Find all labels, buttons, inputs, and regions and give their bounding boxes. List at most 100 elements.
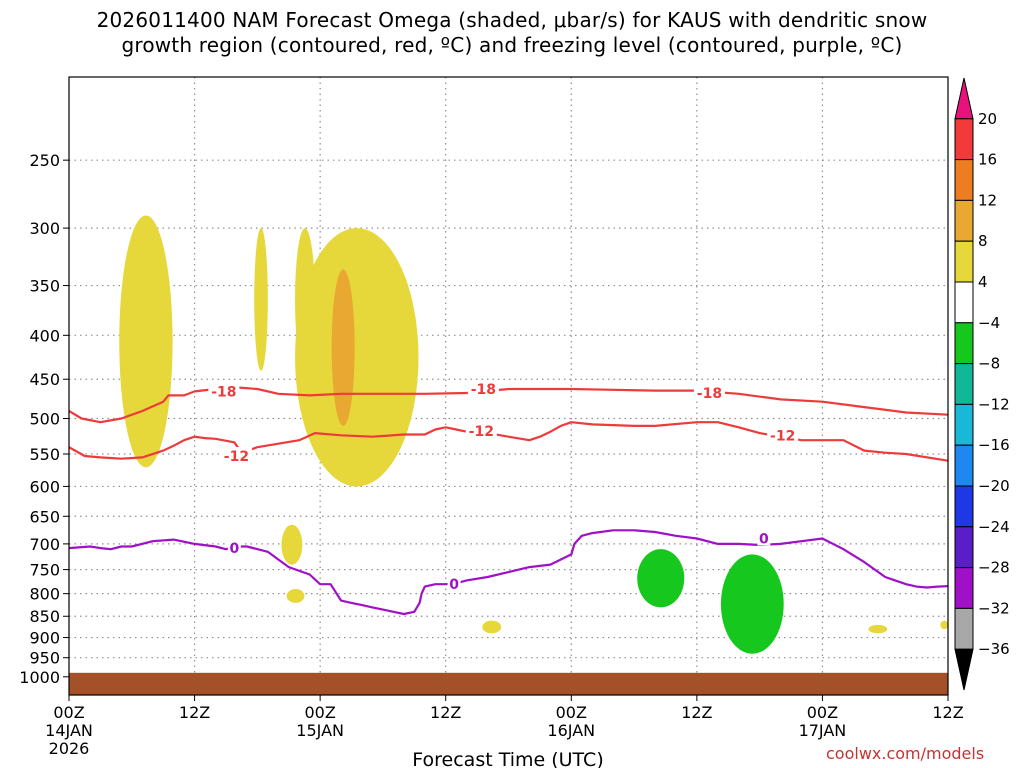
y-tick-label-950: 950 — [29, 649, 60, 668]
plot-frame — [68, 76, 949, 696]
omega-region-0 — [119, 215, 173, 468]
contour-label-bg-8 — [757, 529, 771, 546]
y-tick-label-450: 450 — [29, 370, 60, 389]
colorbar-seg-2 — [954, 159, 974, 201]
contour-label-bg-0 — [208, 382, 240, 399]
omega-region-11 — [720, 554, 784, 654]
chart-title-line2: growth region (contoured, red, ºC) and f… — [121, 33, 903, 57]
colorbar-label-5: −4 — [978, 314, 1000, 332]
x-tick-label-3: 12Z — [430, 703, 461, 722]
omega-region-4 — [331, 269, 355, 426]
colorbar-seg-1 — [954, 118, 974, 161]
contour-label-bg-3 — [220, 447, 252, 464]
colorbar-label-10: −24 — [978, 518, 1010, 536]
colorbar-label-11: −28 — [978, 559, 1010, 577]
contour-label-7: 0 — [449, 577, 459, 593]
colorbar-seg-5 — [954, 281, 974, 324]
omega-region-10 — [637, 549, 685, 608]
contour-label-0: -18 — [211, 384, 236, 400]
colorbar-label-2: 12 — [978, 191, 997, 209]
colorbar-seg-3 — [954, 199, 974, 242]
x-axis-label: Forecast Time (UTC) — [412, 749, 603, 768]
colorbar-label-4: 4 — [978, 273, 988, 291]
y-tick-label-600: 600 — [29, 477, 60, 496]
contour-label-bg-2 — [693, 384, 725, 401]
omega-region-1 — [254, 228, 268, 371]
contour-label-5: -12 — [770, 428, 795, 444]
y-tick-label-650: 650 — [29, 507, 60, 526]
colorbar-seg-7 — [954, 363, 974, 405]
contour-label-2: -18 — [697, 386, 722, 402]
omega-region-6 — [286, 588, 305, 603]
contour-1 — [69, 421, 948, 462]
contour-0 — [69, 386, 948, 424]
x-tick-date-6: 17JAN — [799, 721, 847, 740]
omega-region-5 — [281, 524, 303, 565]
contour-label-3: -12 — [224, 449, 249, 465]
colorbar-seg-9 — [954, 444, 974, 487]
contour-label-bg-4 — [465, 421, 497, 438]
colorbar-label-9: −20 — [978, 477, 1010, 495]
colorbar-seg-11 — [954, 526, 974, 569]
x-tick-date-4: 16JAN — [547, 721, 595, 740]
source-credit: coolwx.com/models — [826, 744, 985, 763]
colorbar-seg-6 — [954, 322, 974, 365]
colorbar-seg-13 — [954, 607, 974, 650]
x-tick-date-2: 15JAN — [296, 721, 344, 740]
contour-label-bg-7 — [447, 575, 461, 592]
omega-region-3 — [295, 228, 419, 487]
colorbar-label-0: 20 — [978, 110, 997, 128]
y-tick-label-900: 900 — [29, 629, 60, 648]
y-tick-label-850: 850 — [29, 607, 60, 626]
contour-label-1: -18 — [471, 382, 496, 398]
y-tick-label-400: 400 — [29, 326, 60, 345]
contour-2 — [69, 529, 948, 616]
y-tick-label-500: 500 — [29, 409, 60, 428]
contour-label-4: -12 — [469, 424, 494, 440]
colorbar-label-12: −32 — [978, 599, 1010, 617]
contour-labels: -18 -18 -18 -12 -12 -12 0 0 0 — [208, 380, 799, 593]
x-tick-label-5: 12Z — [681, 703, 712, 722]
x-tick-label-2: 00Z — [304, 703, 335, 722]
y-tick-label-800: 800 — [29, 585, 60, 604]
y-tick-label-1000: 1000 — [19, 668, 60, 687]
colorbar-label-7: −12 — [978, 395, 1010, 413]
y-tick-label-700: 700 — [29, 535, 60, 554]
omega-region-8 — [868, 624, 888, 634]
x-tick-label-0: 00Z — [53, 703, 84, 722]
y-axis: 250 300 350 400 450 500 550 600 650 700 750 800 850 9… — [19, 151, 69, 687]
y-tick-label-300: 300 — [29, 219, 60, 238]
colorbar-label-6: −8 — [978, 355, 1000, 373]
contour-label-6: 0 — [229, 541, 239, 557]
plot-background — [69, 77, 948, 695]
colorbar-label-13: −36 — [978, 640, 1010, 658]
colorbar-seg-12 — [954, 567, 974, 609]
x-tick-label-6: 00Z — [807, 703, 838, 722]
contour-label-bg-1 — [467, 380, 499, 397]
colorbar-seg-10 — [954, 485, 974, 528]
colorbar-arrow-bottom — [954, 648, 974, 691]
surface-layer — [69, 672, 948, 695]
x-tick-year-0: 2026 — [49, 739, 90, 758]
colorbar: 20 16 12 8 4 −4 −8 −12 −16 −20 −24 −28 −32 −36 — [954, 77, 1010, 691]
omega-region-9 — [940, 620, 948, 630]
colorbar-arrow-top — [954, 77, 974, 120]
contour-label-8: 0 — [759, 532, 769, 548]
y-tick-label-350: 350 — [29, 277, 60, 296]
x-tick-label-4: 00Z — [556, 703, 587, 722]
colorbar-seg-4 — [954, 240, 974, 283]
x-tick-label-7: 12Z — [932, 703, 963, 722]
colorbar-label-8: −16 — [978, 436, 1010, 454]
contour-label-bg-5 — [767, 426, 799, 443]
y-tick-label-250: 250 — [29, 151, 60, 170]
omega-region-7 — [482, 620, 502, 634]
ground-surface — [69, 672, 948, 695]
contour-label-bg-6 — [227, 539, 241, 556]
x-tick-label-1: 12Z — [179, 703, 210, 722]
x-tick-date-0: 14JAN — [45, 721, 93, 740]
y-tick-label-750: 750 — [29, 561, 60, 580]
y-tick-label-550: 550 — [29, 445, 60, 464]
contour-lines — [69, 386, 948, 616]
